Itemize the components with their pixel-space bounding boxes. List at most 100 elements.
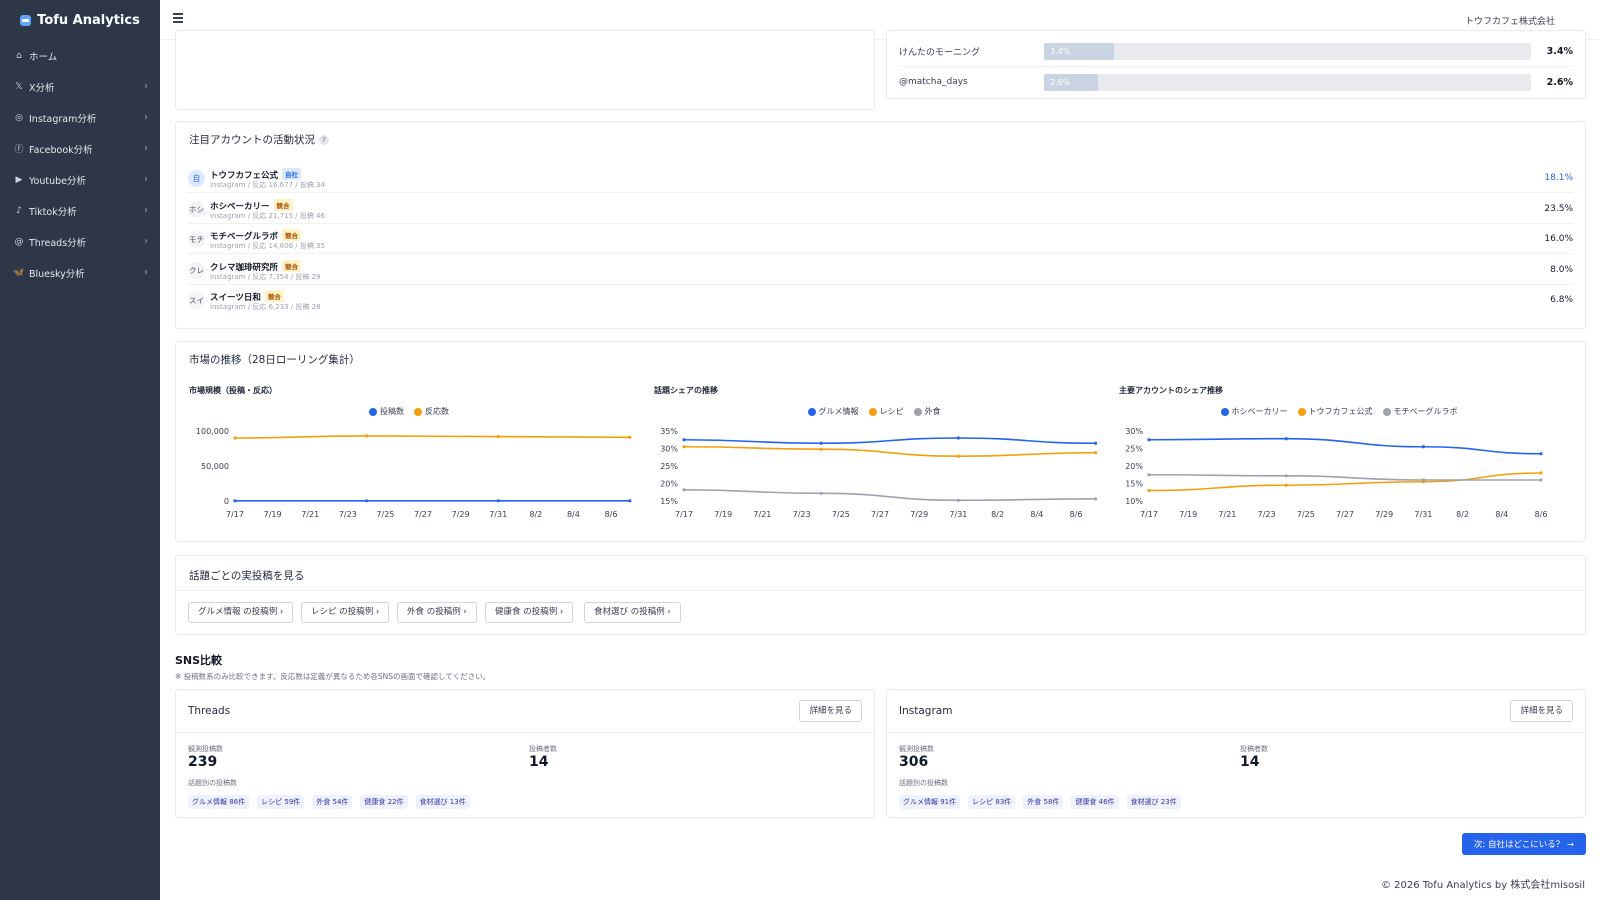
data-point: [1147, 473, 1151, 477]
account-meta: instagram / 反応 21,715 / 投稿 46: [210, 211, 325, 220]
sidebar-item-label: Facebook分析: [29, 144, 93, 156]
x-tick-label: 7/21: [753, 510, 771, 519]
account-row[interactable]: 自 トウフカフェ公式 自社 instagram / 反応 16,677 / 投稿 …: [188, 163, 1573, 193]
sns-name: Threads: [188, 705, 231, 717]
topic-chip: 外食 54件: [312, 795, 353, 809]
legend-item[interactable]: 投稿数: [369, 406, 404, 417]
topics-card: 話題ごとの実投稿を見る: [175, 555, 1586, 635]
legend-item[interactable]: モチベーグルラボ: [1382, 406, 1458, 417]
topic-button[interactable]: 健康食 の投稿例 ›: [485, 602, 574, 623]
data-point: [365, 499, 369, 503]
topic-button[interactable]: レシピ の投稿例 ›: [301, 602, 390, 623]
topic-chip: レシピ 59件: [257, 795, 305, 809]
legend-item[interactable]: ホシベーカリー: [1220, 406, 1288, 417]
x-tick-label: 7/21: [301, 510, 319, 519]
sidebar-item-7[interactable]: 🦋 Bluesky分析 ›: [0, 257, 160, 288]
account-row[interactable]: ホシ ホシベーカリー 競合 instagram / 反応 21,715 / 投稿 …: [188, 194, 1573, 224]
accounts-card: 注目アカウントの活動状況? 自 トウフカフェ公式 自社 instagram / 反…: [175, 121, 1586, 329]
brand[interactable]: Tofu Analytics: [0, 0, 160, 40]
legend-item[interactable]: 外食: [913, 406, 941, 417]
home-icon: ⌂: [16, 50, 22, 61]
data-point: [1284, 483, 1288, 487]
legend-dot: [807, 407, 816, 416]
sidebar-item-label: Tiktok分析: [29, 206, 77, 218]
series-line: [683, 437, 1096, 445]
chevron-right-icon: ›: [144, 81, 148, 92]
y-tick-label: 30%: [660, 445, 678, 454]
chevron-right-icon: ›: [144, 205, 148, 216]
legend-label: レシピ: [879, 407, 904, 416]
sidebar-item-3[interactable]: ⓕ Facebook分析 ›: [0, 133, 160, 164]
account-share: 16.0%: [1544, 234, 1573, 244]
avatar: 自: [188, 170, 205, 187]
legend-label: 外食: [924, 407, 941, 416]
sidebar-item-0[interactable]: ⌂ ホーム: [0, 40, 160, 71]
x-tick-label: 7/23: [1258, 510, 1276, 519]
posts-label: 観測投稿数: [188, 745, 223, 753]
ranking-bar-fill: 3.4%: [1044, 43, 1115, 60]
ranking-card: けんたのモーニング 3.4% 3.4% @matcha_days 2.6% 2.6…: [886, 30, 1586, 99]
topic-chip: 食材選び 13件: [415, 795, 470, 809]
account-share: 8.0%: [1550, 264, 1573, 275]
topic-chip: レシピ 83件: [968, 795, 1016, 809]
legend-item[interactable]: レシピ: [868, 406, 904, 417]
account-badge: 競合: [273, 198, 293, 211]
account-meta: instagram / 反応 7,354 / 投稿 29: [210, 272, 321, 281]
data-point: [819, 441, 823, 445]
x-tick-label: 7/23: [793, 510, 811, 519]
y-tick-label: 25%: [1125, 445, 1143, 454]
y-tick-label: 20%: [1125, 462, 1143, 471]
data-point: [233, 436, 237, 440]
x-tick-label: 7/19: [714, 510, 732, 519]
series-line: [683, 445, 1096, 458]
y-tick-label: 20%: [660, 480, 678, 489]
x-tick-label: 7/25: [376, 510, 394, 519]
sidebar-nav: ⌂ ホーム 𝕏 X分析 › ◎ Instagram分析 › ⓕ Facebook分析 › ▶ Youtu…: [0, 40, 160, 288]
sns-note: ※ 投稿数系のみ比較できます。反応数は定義が異なるため各SNSの画面で確認してく…: [175, 672, 491, 681]
topic-button[interactable]: グルメ情報 の投稿例 ›: [188, 602, 294, 623]
menu-icon[interactable]: [173, 13, 183, 23]
legend-item[interactable]: グルメ情報: [807, 406, 859, 417]
series-line: [1148, 473, 1541, 481]
legend-item[interactable]: 反応数: [414, 406, 449, 417]
sidebar-item-1[interactable]: 𝕏 X分析 ›: [0, 71, 160, 102]
company-name: トウフカフェ株式会社: [1464, 17, 1555, 27]
sidebar-item-2[interactable]: ◎ Instagram分析 ›: [0, 102, 160, 133]
avatar: モチ: [188, 231, 205, 248]
market-title: 市場の推移（28日ローリング集計）: [189, 354, 360, 366]
bluesky-icon: 🦋: [13, 267, 25, 278]
account-row[interactable]: スイ スイーツ日和 競合 instagram / 反応 6,233 / 投稿 28…: [188, 285, 1573, 315]
legend-item[interactable]: トウフカフェ公式: [1297, 406, 1373, 417]
sidebar-item-label: ホーム: [29, 51, 58, 63]
chevron-right-icon: ›: [144, 267, 148, 278]
account-name-text: クレマ珈琲研究所: [210, 262, 279, 273]
ranking-name: @matcha_days: [899, 77, 968, 87]
accounts-title: 注目アカウントの活動状況?: [189, 132, 329, 147]
next-button[interactable]: 次: 自社はどこにいる？ →: [1462, 833, 1586, 855]
x-icon: 𝕏: [15, 81, 23, 92]
threads-icon: @: [14, 236, 24, 247]
data-point: [1421, 478, 1425, 482]
account-row[interactable]: クレ クレマ珈琲研究所 競合 instagram / 反応 7,354 / 投稿 …: [188, 255, 1573, 285]
authors-value: 14: [529, 754, 549, 770]
topic-button[interactable]: 外食 の投稿例 ›: [397, 602, 477, 623]
help-icon[interactable]: ?: [319, 135, 329, 145]
ranking-row: けんたのモーニング 3.4% 3.4%: [899, 37, 1573, 67]
sidebar-item-6[interactable]: @ Threads分析 ›: [0, 226, 160, 257]
account-row[interactable]: モチ モチベーグルラボ 競合 instagram / 反応 14,806 / 投稿…: [188, 224, 1573, 254]
account-badge: 競合: [282, 259, 302, 272]
topic-button[interactable]: 食材選び の投稿例 ›: [584, 602, 681, 623]
chart-legend: ホシベーカリー トウフカフェ公式 モチベーグルラボ: [1119, 406, 1559, 417]
x-tick-label: 8/4: [567, 510, 580, 519]
sidebar-item-5[interactable]: ♪ Tiktok分析 ›: [0, 195, 160, 226]
sidebar-item-4[interactable]: ▶ Youtube分析 ›: [0, 164, 160, 195]
topic-chip: グルメ情報 86件: [188, 795, 250, 809]
y-tick-label: 15%: [1125, 480, 1143, 489]
data-point: [1539, 471, 1543, 475]
chevron-right-icon: ›: [144, 236, 148, 247]
legend-label: グルメ情報: [818, 407, 859, 416]
ranking-bar-fill: 2.6%: [1044, 73, 1098, 91]
detail-button[interactable]: 詳細を見る: [799, 700, 862, 722]
detail-button[interactable]: 詳細を見る: [1510, 700, 1573, 722]
y-tick-label: 15%: [660, 497, 678, 506]
